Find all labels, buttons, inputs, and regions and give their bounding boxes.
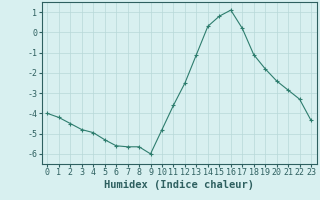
X-axis label: Humidex (Indice chaleur): Humidex (Indice chaleur) [104,180,254,190]
